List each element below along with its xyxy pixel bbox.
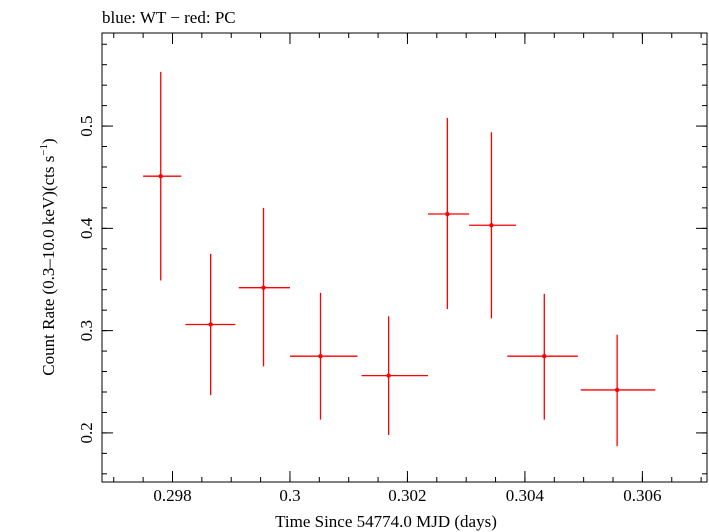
x-tick-label: 0.306 [623, 486, 661, 505]
data-points [143, 71, 656, 447]
axis-ticks [102, 33, 707, 482]
data-point [289, 292, 358, 420]
point-marker [489, 223, 494, 228]
y-axis-label-end: ) [39, 138, 58, 144]
point-marker [386, 373, 391, 378]
data-point [580, 334, 656, 447]
point-marker [614, 387, 620, 393]
plot-frame [101, 32, 708, 483]
y-axis-label-sup: −1 [38, 144, 50, 156]
y-axis-label-main: Count Rate (0.3–10.0 keV)(cts s [39, 156, 58, 376]
x-tick-label: 0.3 [279, 486, 300, 505]
y-tick-label: 0.5 [77, 115, 96, 136]
point-marker [445, 211, 450, 217]
data-point [507, 293, 578, 420]
y-axis-label: Count Rate (0.3–10.0 keV)(cts s−1) [38, 138, 58, 375]
point-marker [261, 285, 266, 290]
y-tick-label: 0.4 [77, 217, 96, 239]
x-tick-label: 0.298 [153, 486, 191, 505]
x-tick-labels: 0.298 0.3 0.302 0.304 0.306 [153, 486, 661, 505]
x-tick-label: 0.304 [506, 486, 545, 505]
point-marker [318, 353, 323, 359]
y-tick-label: 0.2 [77, 422, 96, 443]
data-point [238, 207, 290, 367]
x-axis-label: Time Since 54774.0 MJD (days) [275, 512, 497, 531]
data-point [185, 253, 236, 396]
y-tick-label: 0.3 [77, 320, 96, 341]
data-point [427, 117, 470, 310]
data-point [469, 132, 517, 319]
point-marker [542, 353, 547, 359]
y-tick-labels: 0.2 0.3 0.4 0.5 [77, 115, 96, 443]
data-point [361, 316, 428, 435]
point-marker [158, 173, 163, 179]
point-marker [208, 322, 213, 327]
data-point [143, 71, 182, 281]
chart-title: blue: WT − red: PC [102, 8, 236, 27]
x-tick-label: 0.302 [388, 486, 426, 505]
